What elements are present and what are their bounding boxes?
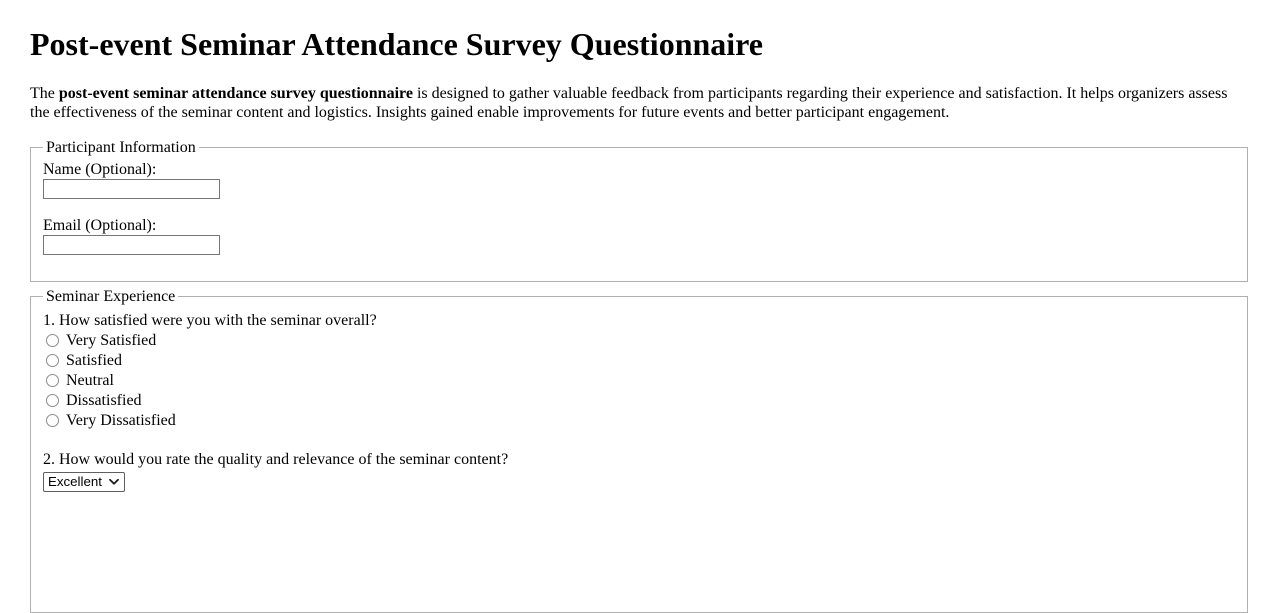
radio-neutral[interactable] xyxy=(46,374,59,388)
intro-text-prefix: The xyxy=(30,84,59,102)
survey-form: Participant Information Name (Optional):… xyxy=(30,137,1248,613)
survey-page: { "title": "Post-event Seminar Attendanc… xyxy=(30,26,1248,613)
radio-very-dissatisfied-label[interactable]: Very Dissatisfied xyxy=(66,412,176,430)
email-label: Email (Optional): xyxy=(43,216,157,234)
radio-satisfied-label[interactable]: Satisfied xyxy=(66,352,122,370)
radio-option-very-satisfied: Very Satisfied xyxy=(43,331,1235,351)
question-1-label: 1. How satisfied were you with the semin… xyxy=(43,311,377,329)
content-quality-select[interactable]: Excellent xyxy=(43,471,125,492)
participant-info-legend: Participant Information xyxy=(46,138,196,156)
radio-dissatisfied-label[interactable]: Dissatisfied xyxy=(66,392,142,410)
radio-option-very-dissatisfied: Very Dissatisfied xyxy=(43,411,1235,431)
name-label: Name (Optional): xyxy=(43,160,157,178)
chevron-down-icon xyxy=(109,478,119,485)
intro-text-bold: post-event seminar attendance survey que… xyxy=(58,84,413,102)
question-2-label: 2. How would you rate the quality and re… xyxy=(43,450,509,468)
intro-text-rest: is designed to gather valuable feedback … xyxy=(30,84,1228,121)
radio-very-dissatisfied[interactable] xyxy=(46,414,59,428)
page-title: Post-event Seminar Attendance Survey Que… xyxy=(30,26,763,62)
radio-option-neutral: Neutral xyxy=(43,371,1235,391)
seminar-experience-legend: Seminar Experience xyxy=(46,287,176,305)
name-input[interactable] xyxy=(43,178,220,199)
radio-satisfied[interactable] xyxy=(46,354,59,368)
radio-neutral-label[interactable]: Neutral xyxy=(66,372,114,390)
radio-option-satisfied: Satisfied xyxy=(43,351,1235,371)
seminar-experience-fieldset: Seminar Experience 1. How satisfied were… xyxy=(30,286,1248,613)
radio-very-satisfied[interactable] xyxy=(46,334,59,348)
select-selected-value: Excellent xyxy=(48,473,102,489)
radio-option-dissatisfied: Dissatisfied xyxy=(43,391,1235,411)
radio-dissatisfied[interactable] xyxy=(46,394,59,408)
participant-info-fieldset: Participant Information Name (Optional):… xyxy=(30,137,1248,282)
intro-paragraph: The post-event seminar attendance survey… xyxy=(30,84,1248,122)
email-input[interactable] xyxy=(43,234,220,255)
radio-very-satisfied-label[interactable]: Very Satisfied xyxy=(66,332,157,350)
